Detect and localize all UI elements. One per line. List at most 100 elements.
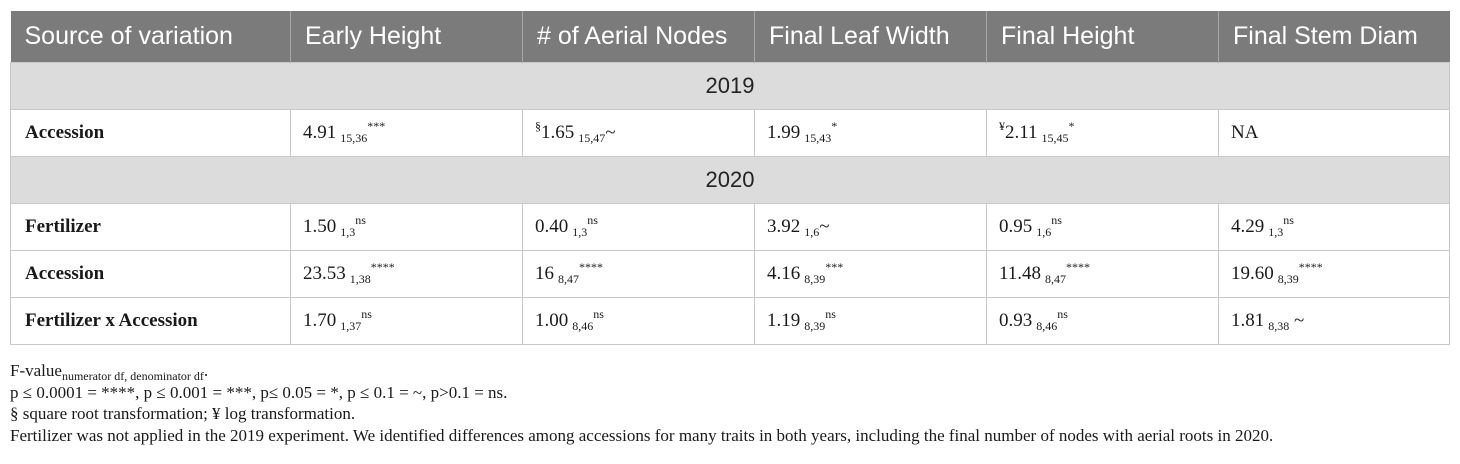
significance-mark: ns: [1283, 213, 1294, 227]
degrees-of-freedom: 15,36: [340, 131, 368, 145]
f-value: 4.16: [767, 263, 801, 284]
f-value: 0.95: [999, 216, 1033, 237]
degrees-of-freedom: 1,6: [804, 225, 820, 239]
degrees-of-freedom: 1,3: [572, 225, 588, 239]
significance-mark: ****: [370, 260, 395, 274]
row-label: Accession: [10, 250, 291, 298]
degrees-of-freedom: 8,38: [1268, 319, 1290, 333]
f-value: 16: [535, 263, 554, 284]
f-value: 1.99: [767, 122, 801, 143]
transform-mark: §: [535, 119, 541, 133]
header-row: Source of variation Early Height # of Ae…: [10, 11, 1450, 63]
footnote-fvalue-end: .: [203, 361, 209, 380]
f-value-cell: 3.92 1,6~: [754, 203, 987, 251]
degrees-of-freedom: 1,6: [1036, 225, 1052, 239]
row-label: Accession: [10, 109, 291, 157]
significance-mark: ****: [1066, 260, 1091, 274]
significance-mark: ns: [587, 213, 598, 227]
f-value-cell: 1.81 8,38 ~: [1218, 297, 1450, 345]
anova-table-container: Source of variation Early Height # of Ae…: [10, 11, 1450, 345]
f-value-cell: 4.29 1,3ns: [1218, 203, 1450, 251]
year-section-row: 2020: [10, 156, 1450, 204]
footnote-fertilizer: Fertilizer was not applied in the 2019 e…: [10, 425, 1274, 445]
f-value-cell: 1.19 8,39ns: [754, 297, 987, 345]
f-value-cell: §1.65 15,47~: [522, 109, 755, 157]
degrees-of-freedom: 8,39: [1277, 272, 1299, 286]
degrees-of-freedom: 1,37: [340, 319, 362, 333]
f-value: 11.48: [999, 263, 1042, 284]
f-value: 19.60: [1231, 263, 1274, 284]
significance-tilde: ~: [819, 216, 830, 237]
f-value: 1.00: [535, 310, 569, 331]
degrees-of-freedom: 8,39: [804, 272, 826, 286]
f-value: 1.65: [541, 122, 575, 143]
transform-mark: ¥: [999, 119, 1005, 133]
footnote-fvalue-main: F-value: [10, 361, 62, 380]
degrees-of-freedom: 1,3: [340, 225, 356, 239]
significance-tilde: ~: [605, 122, 616, 143]
degrees-of-freedom: 15,43: [804, 131, 832, 145]
f-value: 3.92: [767, 216, 801, 237]
f-value-cell: ¥2.11 15,45*: [986, 109, 1219, 157]
header-source-of-variation: Source of variation: [10, 11, 291, 63]
f-value-cell: 11.48 8,47****: [986, 250, 1219, 298]
f-value: 0.40: [535, 216, 569, 237]
f-value-cell: 23.53 1,38****: [290, 250, 523, 298]
f-value-cell: 4.16 8,39***: [754, 250, 987, 298]
f-value: 4.29: [1231, 216, 1265, 237]
f-value: NA: [1231, 122, 1259, 143]
header-final-stem-diam: Final Stem Diam: [1218, 11, 1450, 63]
significance-mark: *: [831, 119, 838, 133]
significance-mark: ****: [1298, 260, 1323, 274]
table-footnotes: F-valuenumerator df, denominator df. p ≤…: [10, 360, 1450, 446]
degrees-of-freedom: 8,47: [558, 272, 579, 286]
table-body: 2019 Accession 4.91 15,36*** §1.65 15,47~ 1.99…: [10, 62, 1450, 345]
year-section-row: 2019: [10, 62, 1450, 110]
degrees-of-freedom: 1,38: [349, 272, 371, 286]
significance-mark: *: [1068, 119, 1075, 133]
significance-mark: ns: [355, 213, 366, 227]
f-value: 23.53: [303, 263, 346, 284]
significance-mark: ns: [1057, 307, 1068, 321]
degrees-of-freedom: 8,39: [804, 319, 826, 333]
f-value-cell: 0.93 8,46ns: [986, 297, 1219, 345]
f-value-cell: NA: [1218, 109, 1450, 157]
f-value-cell: 16 8,47****: [522, 250, 755, 298]
degrees-of-freedom: 8,47: [1045, 272, 1067, 286]
f-value: 2.11: [1005, 122, 1038, 143]
f-value-cell: 1.99 15,43*: [754, 109, 987, 157]
f-value-cell: 0.95 1,6ns: [986, 203, 1219, 251]
row-label: Fertilizer x Accession: [10, 297, 291, 345]
significance-mark: ***: [825, 260, 844, 274]
f-value-cell: 19.60 8,39****: [1218, 250, 1450, 298]
row-label: Fertilizer: [10, 203, 291, 251]
header-final-leaf-width: Final Leaf Width: [754, 11, 987, 63]
footnote-significance: p ≤ 0.0001 = ****, p ≤ 0.001 = ***, p≤ 0…: [10, 382, 508, 402]
significance-mark: ns: [825, 307, 836, 321]
table-row: Fertilizer x Accession 1.70 1,37ns 1.00 8,46…: [10, 297, 1450, 345]
f-value: 1.19: [767, 310, 801, 331]
degrees-of-freedom: 1,3: [1268, 225, 1284, 239]
f-value-cell: 4.91 15,36***: [290, 109, 523, 157]
table-row: Fertilizer 1.50 1,3ns 0.40 1,3ns 3.92 1,6~ 0.95…: [10, 203, 1450, 251]
header-final-height: Final Height: [986, 11, 1219, 63]
anova-table: Source of variation Early Height # of Ae…: [10, 11, 1450, 345]
table-header: Source of variation Early Height # of Ae…: [10, 11, 1450, 63]
significance-mark: ns: [593, 307, 604, 321]
footnote-fvalue-sub: numerator df, denominator df: [61, 369, 204, 383]
degrees-of-freedom: 8,46: [572, 319, 594, 333]
f-value: 1.70: [303, 310, 337, 331]
significance-mark: ns: [1051, 213, 1062, 227]
year-label: 2019: [10, 62, 1450, 110]
f-value: 4.91: [303, 122, 337, 143]
table-row: Accession 23.53 1,38**** 16 8,47**** 4.16 8,39…: [10, 250, 1450, 298]
significance-mark: ****: [579, 260, 603, 274]
f-value-cell: 1.70 1,37ns: [290, 297, 523, 345]
f-value-cell: 1.00 8,46ns: [522, 297, 755, 345]
significance-tilde: ~: [1289, 310, 1305, 331]
header-aerial-nodes: # of Aerial Nodes: [522, 11, 755, 63]
degrees-of-freedom: 15,45: [1041, 131, 1069, 145]
f-value: 1.81: [1231, 310, 1265, 331]
footnote-fvalue: F-valuenumerator df, denominator df.: [10, 360, 1450, 382]
footnote-transformations: § square root transformation; ¥ log tran…: [10, 404, 356, 423]
